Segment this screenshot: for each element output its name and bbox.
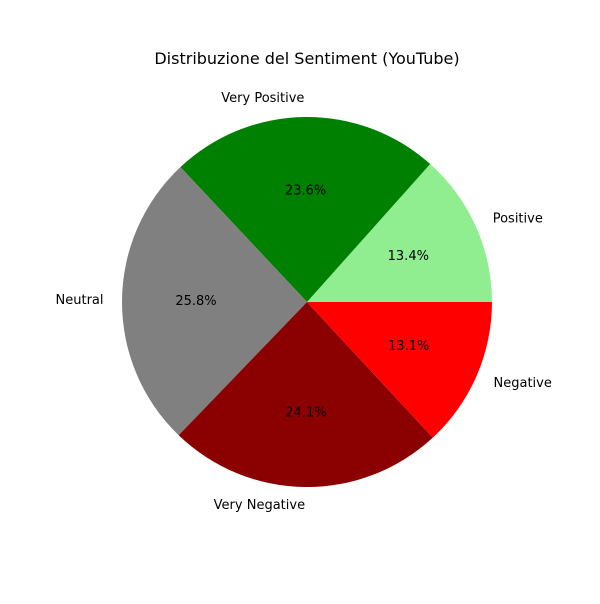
slice-label-negative: Negative bbox=[494, 376, 552, 391]
slice-label-positive: Positive bbox=[493, 211, 543, 226]
slice-percent-very-positive: 23.6% bbox=[285, 184, 326, 199]
pie-slice-positive bbox=[307, 164, 492, 302]
slice-label-neutral: Neutral bbox=[56, 293, 104, 308]
chart-title: Distribuzione del Sentiment (YouTube) bbox=[154, 49, 459, 68]
slice-percent-neutral: 25.8% bbox=[175, 294, 216, 309]
slice-label-very-negative: Very Negative bbox=[214, 498, 305, 513]
pie-slice-very-positive bbox=[180, 116, 431, 302]
slice-percent-positive: 13.4% bbox=[388, 249, 429, 264]
slice-label-very-positive: Very Positive bbox=[221, 91, 304, 106]
slice-percent-very-negative: 24.1% bbox=[285, 405, 326, 420]
pie-slice-negative bbox=[307, 302, 492, 438]
pie-slice-very-negative bbox=[178, 302, 433, 488]
slice-percent-negative: 13.1% bbox=[388, 339, 429, 354]
pie-slices bbox=[121, 116, 492, 488]
pie-labels: Positive 13.4% Very Positive 23.6% Neutral 25… bbox=[56, 91, 552, 513]
pie-slice-neutral bbox=[121, 167, 308, 436]
